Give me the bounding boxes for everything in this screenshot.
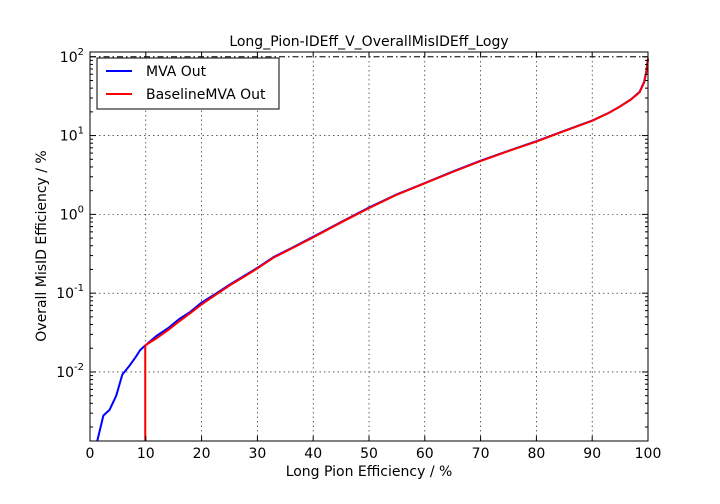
x-tick-label: 90 xyxy=(583,446,601,462)
y-tick-label: 10-2 xyxy=(56,362,84,381)
x-axis-label: Long Pion Efficiency / % xyxy=(286,464,453,480)
x-tick-label: 80 xyxy=(527,446,545,462)
axis-ticks: 0 10 20 30 40 50 60 70 80 90 100 10-2 10-1 100 101 102 xyxy=(56,47,661,462)
x-tick-label: 50 xyxy=(360,446,378,462)
x-tick-label: 40 xyxy=(304,446,322,462)
x-tick-label: 20 xyxy=(193,446,211,462)
x-tick-label: 30 xyxy=(248,446,266,462)
y-tick-label: 102 xyxy=(60,47,84,66)
legend-label-mva: MVA Out xyxy=(146,64,207,80)
series-line-baselinemva-out xyxy=(144,58,649,441)
x-tick-label: 10 xyxy=(137,446,155,462)
y-tick-label: 100 xyxy=(60,204,84,223)
legend: MVA Out BaselineMVA Out xyxy=(96,57,280,110)
y-tick-label: 10-1 xyxy=(56,283,84,302)
x-tick-label: 70 xyxy=(472,446,490,462)
x-tick-label: 60 xyxy=(416,446,434,462)
legend-label-baseline: BaselineMVA Out xyxy=(146,87,266,103)
x-tick-label: 0 xyxy=(86,446,95,462)
series-lines xyxy=(96,58,649,442)
chart-title: Long_Pion-IDEff_V_OverallMisIDEff_Logy xyxy=(229,34,508,50)
y-tick-label: 101 xyxy=(60,126,84,145)
legend-box xyxy=(96,57,280,110)
y-axis-label: Overall MisID Efficiency / % xyxy=(34,150,50,341)
x-tick-label: 100 xyxy=(635,446,662,462)
